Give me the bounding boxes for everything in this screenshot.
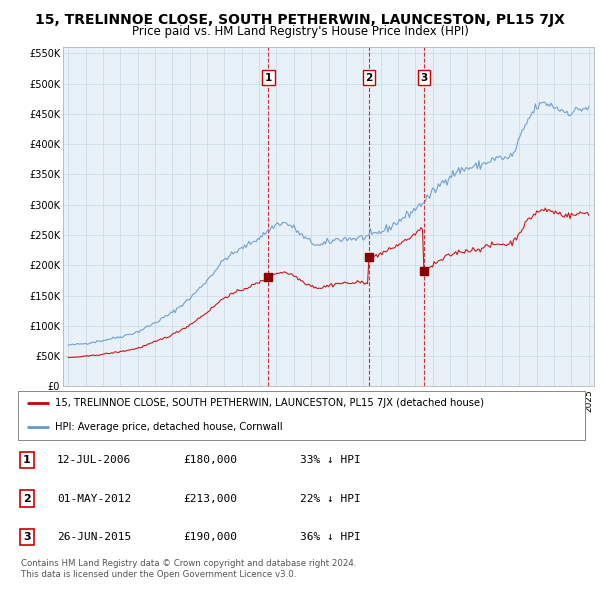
Text: £190,000: £190,000 bbox=[183, 532, 237, 542]
Text: Contains HM Land Registry data © Crown copyright and database right 2024.: Contains HM Land Registry data © Crown c… bbox=[21, 559, 356, 568]
Text: £180,000: £180,000 bbox=[183, 455, 237, 465]
Text: 22% ↓ HPI: 22% ↓ HPI bbox=[300, 494, 361, 503]
Text: 36% ↓ HPI: 36% ↓ HPI bbox=[300, 532, 361, 542]
Text: 33% ↓ HPI: 33% ↓ HPI bbox=[300, 455, 361, 465]
Text: £213,000: £213,000 bbox=[183, 494, 237, 503]
Text: 3: 3 bbox=[23, 532, 31, 542]
Text: 15, TRELINNOE CLOSE, SOUTH PETHERWIN, LAUNCESTON, PL15 7JX (detached house): 15, TRELINNOE CLOSE, SOUTH PETHERWIN, LA… bbox=[55, 398, 484, 408]
Text: 15, TRELINNOE CLOSE, SOUTH PETHERWIN, LAUNCESTON, PL15 7JX: 15, TRELINNOE CLOSE, SOUTH PETHERWIN, LA… bbox=[35, 13, 565, 27]
Text: 26-JUN-2015: 26-JUN-2015 bbox=[57, 532, 131, 542]
Text: This data is licensed under the Open Government Licence v3.0.: This data is licensed under the Open Gov… bbox=[21, 571, 296, 579]
Text: 3: 3 bbox=[420, 73, 427, 83]
Text: 1: 1 bbox=[265, 73, 272, 83]
Text: 2: 2 bbox=[23, 494, 31, 503]
Text: HPI: Average price, detached house, Cornwall: HPI: Average price, detached house, Corn… bbox=[55, 422, 283, 432]
Text: Price paid vs. HM Land Registry's House Price Index (HPI): Price paid vs. HM Land Registry's House … bbox=[131, 25, 469, 38]
Text: 2: 2 bbox=[365, 73, 373, 83]
Text: 1: 1 bbox=[23, 455, 31, 465]
Text: 12-JUL-2006: 12-JUL-2006 bbox=[57, 455, 131, 465]
Text: 01-MAY-2012: 01-MAY-2012 bbox=[57, 494, 131, 503]
